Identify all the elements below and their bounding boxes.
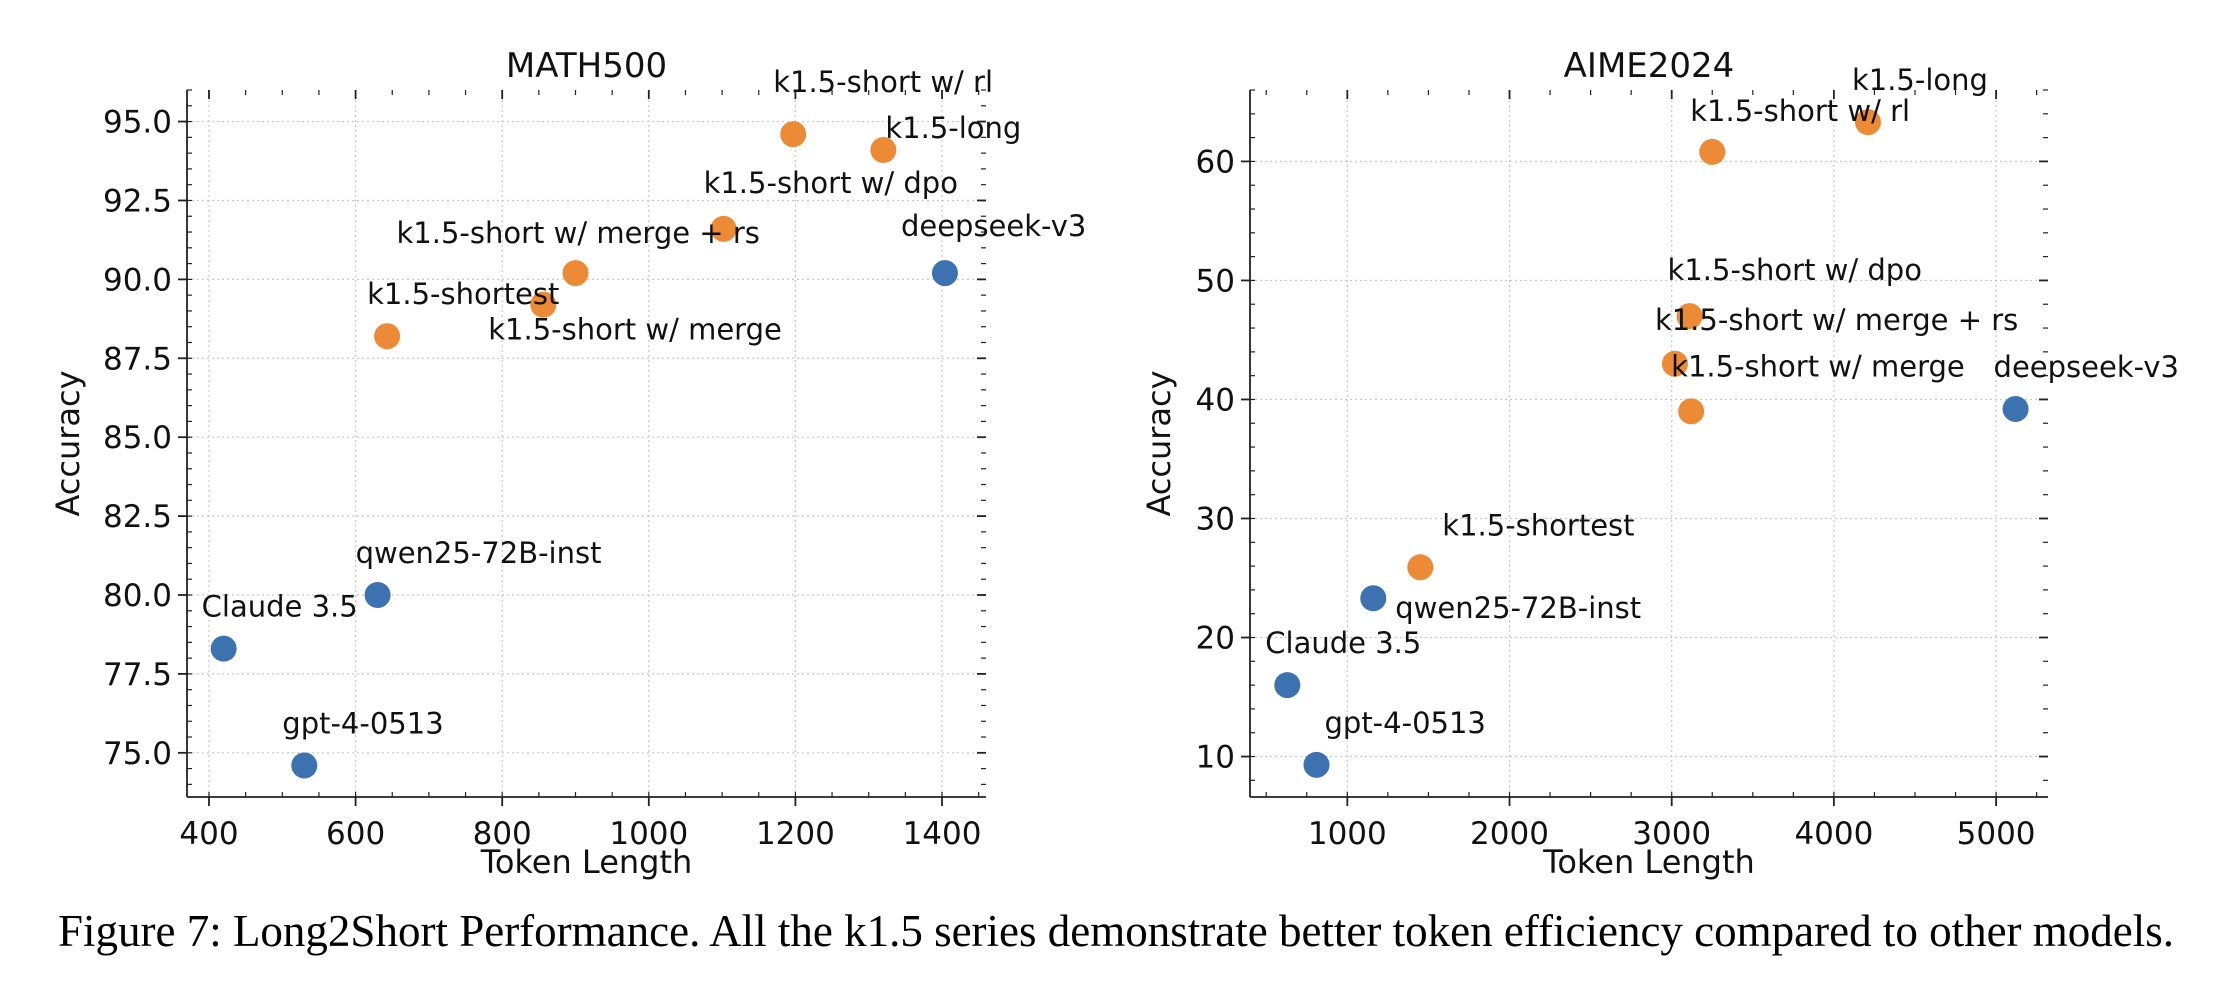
gridlines bbox=[187, 90, 986, 797]
point-qwen25-72b-inst bbox=[1360, 585, 1387, 612]
point-label-k1-5-short-w-dpo: k1.5-short w/ dpo bbox=[1668, 253, 1922, 287]
chart-math500: 400 600 800 1000 1200 1400 75.0 77.5 80.0 82.5 85.… bbox=[49, 46, 1086, 881]
point-label-k1-5-short-w-merge-rs: k1.5-short w/ merge + rs bbox=[397, 216, 760, 250]
x-tick-label: 1000 bbox=[1308, 816, 1387, 852]
point-label-gpt-4-0513: gpt-4-0513 bbox=[1325, 706, 1486, 740]
point-label-k1-5-shortest: k1.5-shortest bbox=[367, 277, 559, 311]
x-tick-label: 5000 bbox=[1957, 816, 2036, 852]
point-k1-5-short-w-dpo bbox=[710, 215, 737, 242]
point-k1-5-short-w-dpo bbox=[1676, 303, 1703, 330]
y-tick-label: 50 bbox=[1196, 263, 1235, 299]
x-tick-label: 600 bbox=[326, 816, 385, 852]
figure-caption: Figure 7: Long2Short Performance. All th… bbox=[57, 906, 2175, 956]
y-tick-label: 60 bbox=[1196, 144, 1235, 180]
y-tick-label: 77.5 bbox=[103, 657, 172, 693]
chart-aime2024: 1000 2000 3000 4000 5000 10 20 30 40 50 60 AIME2024… bbox=[1140, 46, 2179, 881]
point-label-k1-5-short-w-merge: k1.5-short w/ merge bbox=[1671, 349, 1965, 383]
y-tick-label: 80.0 bbox=[103, 578, 172, 614]
x-tick-label: 800 bbox=[473, 816, 532, 852]
x-tick-label: 3000 bbox=[1632, 816, 1711, 852]
point-label-k1-5-short-w-rl: k1.5-short w/ rl bbox=[1690, 94, 1910, 128]
point-k1-5-short-w-merge-rs bbox=[562, 260, 589, 287]
point-k1-5-long bbox=[870, 136, 897, 163]
point-label-qwen25-72b-inst: qwen25-72B-inst bbox=[1395, 591, 1641, 625]
x-tick-label: 4000 bbox=[1794, 816, 1873, 852]
point-label-qwen25-72b-inst: qwen25-72B-inst bbox=[356, 536, 602, 570]
x-tick-label: 1200 bbox=[756, 816, 835, 852]
point-gpt-4-0513 bbox=[291, 752, 318, 779]
x-axis-label: Token Length bbox=[480, 843, 693, 881]
y-axis-label: Accuracy bbox=[1140, 370, 1178, 516]
x-axis-label: Token Length bbox=[1542, 843, 1755, 881]
point-label-k1-5-long: k1.5-long bbox=[1852, 63, 1988, 97]
chart-title: MATH500 bbox=[506, 46, 667, 86]
point-k1-5-long bbox=[1854, 109, 1881, 136]
x-tick-label: 2000 bbox=[1470, 816, 1549, 852]
point-label-k1-5-short-w-rl: k1.5-short w/ rl bbox=[773, 65, 993, 99]
y-tick-label: 82.5 bbox=[103, 499, 172, 535]
x-tick-label: 1000 bbox=[609, 816, 688, 852]
point-label-k1-5-short-w-merge-rs: k1.5-short w/ merge + rs bbox=[1655, 303, 2018, 337]
point-k1-5-shortest bbox=[1407, 554, 1434, 581]
y-tick-label: 85.0 bbox=[103, 420, 172, 456]
y-tick-label: 90.0 bbox=[103, 262, 172, 298]
y-tick-label: 40 bbox=[1196, 382, 1235, 418]
point-k1-5-short-w-merge bbox=[530, 291, 557, 318]
point-gpt-4-0513 bbox=[1303, 751, 1330, 778]
chart-title: AIME2024 bbox=[1564, 46, 1735, 86]
point-label-deepseek-v3: deepseek-v3 bbox=[1994, 350, 2179, 384]
point-deepseek-v3 bbox=[2002, 395, 2029, 422]
point-label-gpt-4-0513: gpt-4-0513 bbox=[282, 706, 443, 740]
point-label-k1-5-shortest: k1.5-shortest bbox=[1442, 508, 1634, 542]
point-label-k1-5-long: k1.5-long bbox=[885, 111, 1021, 145]
point-deepseek-v3 bbox=[931, 260, 958, 287]
y-tick-label: 10 bbox=[1196, 740, 1235, 776]
point-claude-3-5 bbox=[210, 635, 237, 662]
point-label-claude-3-5: Claude 3.5 bbox=[202, 590, 358, 624]
x-tick-label: 400 bbox=[179, 816, 238, 852]
point-k1-5-short-w-merge-rs bbox=[1661, 350, 1688, 377]
minor-ticks bbox=[1250, 89, 2048, 797]
point-label-k1-5-short-w-merge: k1.5-short w/ merge bbox=[488, 313, 782, 347]
point-label-claude-3-5: Claude 3.5 bbox=[1265, 626, 1421, 660]
figure-canvas: 400 600 800 1000 1200 1400 75.0 77.5 80.0 82.5 85.… bbox=[49, 46, 2179, 881]
y-tick-label: 95.0 bbox=[103, 105, 172, 141]
point-qwen25-72b-inst bbox=[364, 582, 391, 608]
y-tick-label: 20 bbox=[1196, 621, 1235, 657]
gridlines bbox=[1250, 90, 2048, 797]
y-tick-label: 30 bbox=[1196, 501, 1235, 537]
point-k1-5-short-w-rl bbox=[780, 121, 807, 148]
x-tick-label: 1400 bbox=[903, 816, 982, 852]
point-k1-5-short-w-merge bbox=[1678, 398, 1705, 425]
point-label-k1-5-short-w-dpo: k1.5-short w/ dpo bbox=[704, 166, 958, 200]
y-axis-label: Accuracy bbox=[49, 370, 87, 516]
point-label-deepseek-v3: deepseek-v3 bbox=[901, 209, 1086, 243]
point-claude-3-5 bbox=[1274, 672, 1301, 699]
y-tick-label: 92.5 bbox=[103, 183, 172, 219]
y-tick-label: 87.5 bbox=[103, 341, 172, 377]
y-tick-label: 75.0 bbox=[103, 736, 172, 772]
point-k1-5-short-w-rl bbox=[1699, 138, 1726, 165]
point-k1-5-shortest bbox=[374, 323, 401, 350]
